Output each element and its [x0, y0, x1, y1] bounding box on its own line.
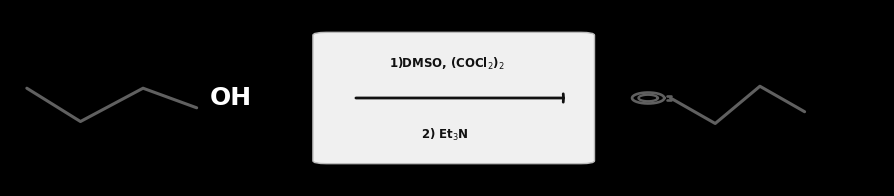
Text: 2) Et$_3$N: 2) Et$_3$N: [421, 126, 469, 142]
Text: OH: OH: [210, 86, 252, 110]
FancyBboxPatch shape: [313, 32, 595, 164]
Text: 1)DMSO, (COCl$_2$)$_2$: 1)DMSO, (COCl$_2$)$_2$: [389, 55, 505, 72]
